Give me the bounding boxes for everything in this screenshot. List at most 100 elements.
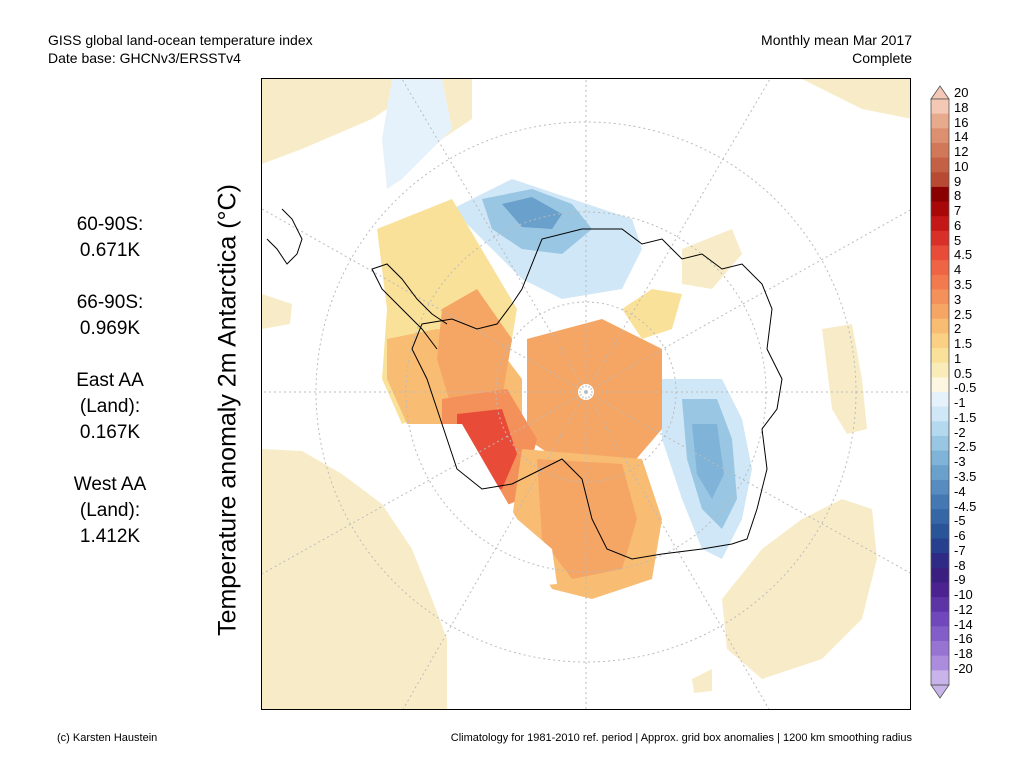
colorbar-swatch [931, 99, 949, 115]
colorbar-tick-label: 2.5 [954, 306, 973, 322]
colorbar-tick-label: 6 [954, 217, 962, 233]
colorbar-swatch [931, 523, 949, 539]
colorbar-tick-label: 1 [954, 350, 962, 366]
colorbar-swatch [931, 494, 949, 510]
stat-west-aa: West AA (Land): 1.412K [40, 472, 180, 550]
peninsula-coastline [371, 263, 448, 350]
colorbar-swatch [931, 582, 949, 598]
south-america-tip [266, 208, 303, 265]
colorbar [930, 85, 950, 699]
colorbar-tick-label: 1.5 [954, 336, 973, 352]
colorbar-tick-label: -1 [954, 395, 966, 411]
colorbar-tick-label: -10 [954, 587, 973, 603]
stat-value: 0.671K [79, 240, 141, 261]
colorbar-swatch [931, 128, 949, 144]
colorbar-tick-label: -7 [954, 542, 966, 558]
colorbar-swatch [931, 230, 949, 246]
colorbar-tick-label: -3 [954, 454, 966, 470]
colorbar-swatch [931, 348, 949, 364]
colorbar-tick-label: 7 [954, 203, 962, 219]
colorbar-swatch [931, 260, 949, 276]
stat-east-aa: East AA (Land): 0.167K [40, 368, 180, 446]
colorbar-swatch [931, 333, 949, 349]
data-base-label: Date base: GHCNv3/ERSSTv4 [48, 50, 241, 66]
colorbar-tick-label: -20 [954, 661, 973, 677]
stat-value: 0.969K [79, 318, 141, 339]
colorbar-swatch [931, 509, 949, 525]
credit-text: (c) Karsten Haustein [57, 732, 158, 744]
colorbar-swatch [931, 655, 949, 671]
colorbar-bottom-arrow [930, 684, 950, 699]
colorbar-swatch [931, 553, 949, 569]
colorbar-swatch [931, 304, 949, 320]
colorbar-tick-label: -8 [954, 557, 966, 573]
stat-value: 1.412K [79, 526, 141, 547]
colorbar-swatch [931, 626, 949, 642]
colorbar-tick-label: -5 [954, 513, 966, 529]
colorbar-swatch [931, 670, 949, 686]
colorbar-swatch [931, 157, 949, 173]
colorbar-swatch [931, 435, 949, 452]
stat-label: 66-90S: [76, 292, 144, 313]
colorbar-swatch [931, 318, 949, 334]
colorbar-swatch [931, 597, 949, 613]
colorbar-tick-label: -4.5 [954, 498, 977, 514]
polar-map-svg [262, 79, 910, 709]
colorbar-tick-label: -2 [954, 424, 966, 440]
colorbar-tick-label: 4 [954, 262, 962, 278]
colorbar-tick-label: 9 [954, 173, 962, 189]
colorbar-swatch [931, 392, 949, 408]
period-label: Monthly mean Mar 2017 [761, 32, 912, 48]
header-right: Monthly mean Mar 2017 Complete [761, 31, 912, 67]
colorbar-tick-label: 3.5 [954, 277, 973, 292]
colorbar-swatch [931, 172, 949, 188]
colorbar-tick-label: -4 [954, 483, 966, 499]
colorbar-swatch [931, 465, 949, 481]
colorbar-swatch [931, 538, 949, 554]
colorbar-tick-label: 5 [954, 232, 962, 248]
colorbar-swatch [931, 216, 949, 232]
antarctica-coastline [411, 228, 783, 560]
colorbar-tick-label: 2 [954, 321, 962, 337]
colorbar-tick-label: -9 [954, 572, 966, 588]
colorbar-swatch [931, 567, 949, 583]
regional-stats: 60-90S: 0.671K 66-90S: 0.969K East AA (L… [40, 212, 180, 576]
colorbar-swatch [931, 245, 949, 261]
colorbar-tick-label: -1.5 [954, 409, 977, 425]
stat-label: 60-90S: [76, 214, 144, 235]
colorbar-swatch [931, 142, 949, 159]
colorbar-swatch [931, 611, 949, 627]
colorbar-swatch [931, 377, 949, 393]
colorbar-tick-label: 10 [954, 158, 969, 174]
polar-map [261, 78, 911, 710]
colorbar-swatch [931, 450, 949, 466]
colorbar-swatch [931, 289, 949, 305]
colorbar-swatch [931, 406, 949, 422]
colorbar-top-arrow [930, 85, 950, 100]
colorbar-swatch [931, 421, 949, 437]
y-axis-label: Temperature anomaly 2m Antarctica (°C) [213, 184, 242, 636]
cold-anomalies [382, 79, 752, 559]
colorbar-tick-label: -18 [954, 646, 973, 662]
colorbar-tick-label: -14 [954, 616, 973, 632]
stat-label: West AA (Land): [73, 474, 147, 521]
colorbar-tick-label: 18 [954, 99, 969, 115]
header-left: GISS global land-ocean temperature index… [48, 31, 313, 67]
colorbar-tick-label: 0.5 [954, 365, 973, 381]
dataset-title: GISS global land-ocean temperature index [48, 32, 313, 48]
status-label: Complete [852, 50, 912, 66]
colorbar-swatch [931, 113, 949, 129]
colorbar-tick-label: -16 [954, 631, 973, 647]
stat-60-90s: 60-90S: 0.671K [40, 212, 180, 264]
colorbar-tick-label: -6 [954, 528, 966, 544]
stat-66-90s: 66-90S: 0.969K [40, 290, 180, 342]
colorbar-swatch [931, 641, 949, 657]
stat-label: East AA (Land): [76, 370, 144, 417]
colorbar-tick-label: 16 [954, 114, 969, 130]
colorbar-tick-label: 12 [954, 144, 969, 160]
colorbar-tick-label: 4.5 [954, 247, 973, 263]
lon-grid [262, 79, 910, 709]
colorbar-swatch [931, 479, 949, 496]
colorbar-tick-label: -3.5 [954, 469, 977, 485]
colorbar-tick-label: 20 [954, 85, 969, 100]
